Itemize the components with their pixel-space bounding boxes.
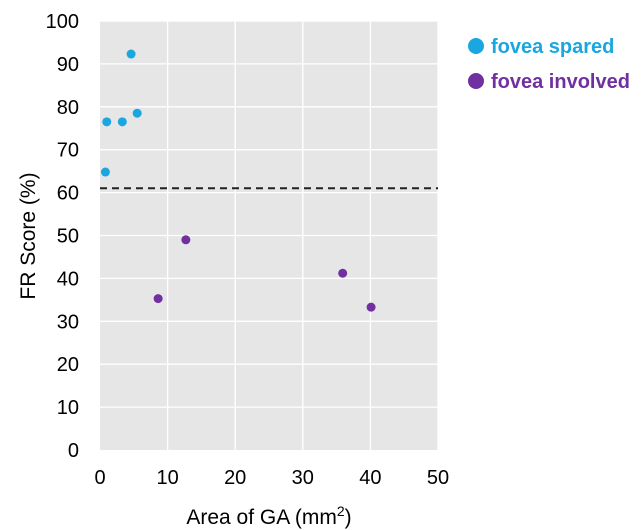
data-point-fovea-involved (338, 268, 348, 278)
legend: fovea spared fovea involved (468, 36, 630, 93)
y-tick-label: 20 (57, 354, 79, 376)
legend-marker-fovea-spared (468, 38, 484, 54)
x-tick-label: 0 (94, 467, 105, 489)
legend-label-fovea-involved: fovea involved (491, 71, 630, 93)
data-point-fovea-spared (102, 117, 112, 127)
data-point-fovea-spared (126, 49, 136, 59)
y-axis-ticks: 0 10 20 30 40 50 60 70 80 90 100 (46, 11, 79, 462)
y-tick-label: 10 (57, 397, 79, 419)
x-tick-label: 10 (156, 467, 178, 489)
data-point-fovea-spared (132, 108, 142, 118)
y-tick-label: 50 (57, 226, 79, 248)
data-point-fovea-involved (153, 294, 163, 304)
y-tick-label: 60 (57, 183, 79, 205)
y-tick-label: 40 (57, 268, 79, 290)
x-tick-label: 40 (359, 467, 381, 489)
x-tick-label: 20 (224, 467, 246, 489)
y-tick-label: 80 (57, 97, 79, 119)
legend-marker-fovea-involved (468, 73, 484, 89)
data-point-fovea-spared (100, 167, 110, 177)
y-tick-label: 70 (57, 140, 79, 162)
data-point-fovea-spared (117, 117, 127, 127)
x-tick-label: 50 (427, 467, 449, 489)
gridlines (100, 20, 439, 450)
y-tick-label: 90 (57, 54, 79, 76)
x-axis-title: Area of GA (mm2) (186, 503, 351, 529)
data-points (100, 49, 376, 312)
legend-label-fovea-spared: fovea spared (491, 36, 614, 58)
x-tick-label: 30 (292, 467, 314, 489)
y-tick-label: 30 (57, 311, 79, 333)
y-tick-label: 100 (46, 11, 79, 33)
data-point-fovea-involved (181, 235, 191, 245)
x-axis-ticks: 0 10 20 30 40 50 (94, 467, 449, 489)
y-axis-title: FR Score (%) (17, 172, 40, 299)
y-tick-label: 0 (68, 440, 79, 462)
data-point-fovea-involved (366, 302, 376, 312)
